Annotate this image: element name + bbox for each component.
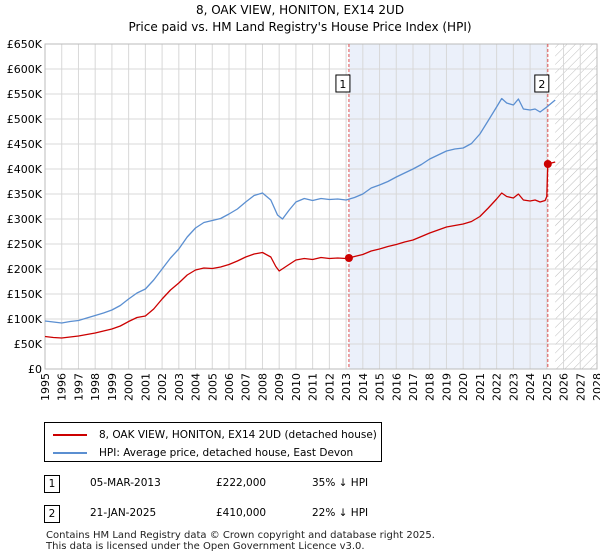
x-tick-label-1998: 1998 <box>89 373 102 401</box>
x-tick-label-2027: 2027 <box>574 373 587 401</box>
y-tick-label-2: £100K <box>7 313 43 326</box>
y-tick-label-9: £450K <box>7 138 43 151</box>
x-tick-label-2017: 2017 <box>407 373 420 401</box>
transaction-row-1: 1 05-MAR-2013 £222,000 35% ↓ HPI <box>44 475 584 495</box>
transaction-row-2: 2 21-JAN-2025 £410,000 22% ↓ HPI <box>44 505 584 525</box>
transaction-date-1: 05-MAR-2013 <box>90 477 161 489</box>
x-tick-label-2013: 2013 <box>340 373 353 401</box>
y-tick-label-8: £400K <box>7 163 43 176</box>
x-tick-label-2008: 2008 <box>256 373 269 401</box>
x-tick-label-2012: 2012 <box>323 373 336 401</box>
legend-label-hpi: HPI: Average price, detached house, East… <box>99 447 354 459</box>
y-tick-label-3: £150K <box>7 288 43 301</box>
x-tick-label-2010: 2010 <box>290 373 303 401</box>
annotation-label-1: 1 <box>339 78 346 91</box>
footer: Contains HM Land Registry data © Crown c… <box>46 530 435 552</box>
x-tick-label-2018: 2018 <box>424 373 437 401</box>
x-tick-label-2023: 2023 <box>507 373 520 401</box>
x-tick-label-2022: 2022 <box>491 373 504 401</box>
transaction-price-1: £222,000 <box>216 477 267 489</box>
x-tick-label-2004: 2004 <box>190 373 203 401</box>
transaction-hpi-1: 35% ↓ HPI <box>312 477 369 489</box>
x-tick-label-1997: 1997 <box>72 373 85 401</box>
x-tick-label-2006: 2006 <box>223 373 236 401</box>
annotation-box-2 <box>534 74 550 93</box>
x-tick-label-1995: 1995 <box>39 373 52 401</box>
transaction-date-2: 21-JAN-2025 <box>90 507 157 519</box>
y-tick-label-7: £350K <box>7 188 43 201</box>
transaction-badge-1: 1 <box>44 475 60 493</box>
x-tick-label-2005: 2005 <box>206 373 219 401</box>
y-tick-label-0: £0 <box>28 363 42 376</box>
x-tick-label-2000: 2000 <box>123 373 136 401</box>
annotation-box-1 <box>335 74 351 93</box>
annotation-label-2: 2 <box>538 78 545 91</box>
x-tick-label-2002: 2002 <box>156 373 169 401</box>
x-tick-label-2014: 2014 <box>357 373 370 401</box>
legend-swatch-property <box>53 434 87 436</box>
x-tick-label-2026: 2026 <box>558 373 571 401</box>
footer-copyright: Contains HM Land Registry data © Crown c… <box>46 530 435 541</box>
sale-point-1 <box>344 254 353 262</box>
x-tick-label-2007: 2007 <box>240 373 253 401</box>
y-tick-label-4: £200K <box>7 263 43 276</box>
legend-swatch-hpi <box>53 452 87 454</box>
x-tick-label-2011: 2011 <box>307 373 320 401</box>
legend: 8, OAK VIEW, HONITON, EX14 2UD (detached… <box>44 422 382 462</box>
hatched-forecast-region <box>555 44 597 369</box>
x-tick-label-2021: 2021 <box>474 373 487 401</box>
x-tick-label-2020: 2020 <box>457 373 470 401</box>
x-tick-label-1996: 1996 <box>56 373 69 401</box>
x-tick-label-2019: 2019 <box>440 373 453 401</box>
legend-label-property: 8, OAK VIEW, HONITON, EX14 2UD (detached… <box>99 429 377 441</box>
shaded-ownership-period <box>348 44 548 369</box>
legend-entry-hpi: HPI: Average price, detached house, East… <box>53 444 353 462</box>
transaction-hpi-2: 22% ↓ HPI <box>312 507 369 519</box>
y-tick-label-10: £500K <box>7 113 43 126</box>
y-tick-label-6: £300K <box>7 213 43 226</box>
transaction-price-2: £410,000 <box>216 507 267 519</box>
x-tick-label-2028: 2028 <box>591 373 600 401</box>
plot-frame <box>44 43 598 370</box>
x-tick-label-2025: 2025 <box>541 373 554 401</box>
y-tick-label-12: £600K <box>7 63 43 76</box>
y-tick-label-1: £50K <box>14 338 43 351</box>
chart-subtitle: Price paid vs. HM Land Registry's House … <box>128 20 471 34</box>
x-tick-label-2009: 2009 <box>273 373 286 401</box>
y-tick-label-13: £650K <box>7 38 43 51</box>
y-tick-label-5: £250K <box>7 238 43 251</box>
x-tick-label-2015: 2015 <box>374 373 387 401</box>
legend-entry-property: 8, OAK VIEW, HONITON, EX14 2UD (detached… <box>53 426 377 444</box>
footer-licence: This data is licensed under the Open Gov… <box>46 541 365 552</box>
x-tick-label-1999: 1999 <box>106 373 119 401</box>
sale-point-2 <box>543 160 552 168</box>
x-tick-label-2016: 2016 <box>390 373 403 401</box>
x-tick-label-2024: 2024 <box>524 373 537 401</box>
transaction-badge-2: 2 <box>44 505 60 523</box>
x-tick-label-2003: 2003 <box>173 373 186 401</box>
series-line-property <box>44 161 556 339</box>
chart-title: 8, OAK VIEW, HONITON, EX14 2UD <box>196 3 404 17</box>
x-tick-label-2001: 2001 <box>139 373 152 401</box>
price-chart: 8, OAK VIEW, HONITON, EX14 2UD Price pai… <box>7 3 600 401</box>
y-tick-label-11: £550K <box>7 88 43 101</box>
series-line-hpi <box>44 97 556 324</box>
